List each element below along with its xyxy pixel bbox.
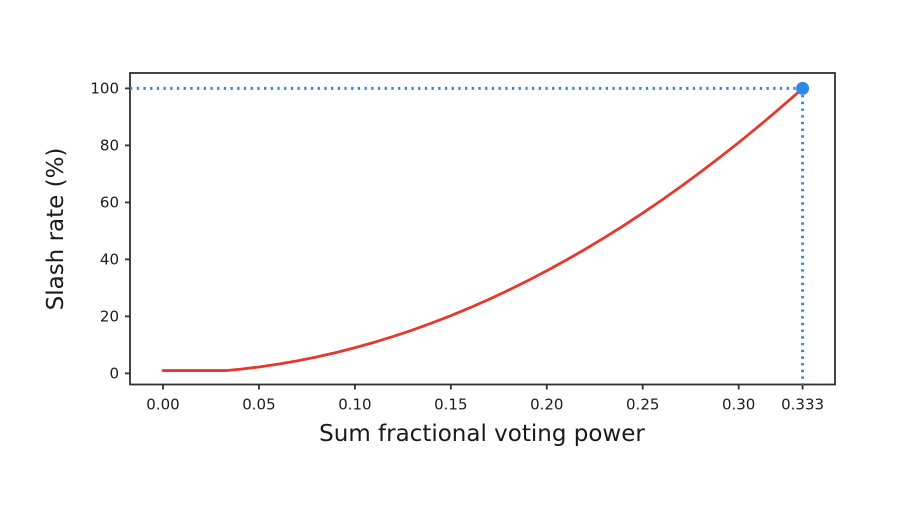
x-tick-label: 0.333 [781,396,824,414]
x-tick-label: 0.20 [530,396,563,414]
x-tick-label: 0.05 [242,396,275,414]
y-tick-label: 80 [100,136,119,154]
plot-area-border [129,72,836,386]
max-point-marker [796,81,810,95]
y-tick-label: 60 [100,193,119,211]
y-tick-label: 40 [100,250,119,268]
y-tick-label: 20 [100,307,119,325]
y-axis-label: Slash rate (%) [43,148,69,311]
x-axis-label: Sum fractional voting power [319,421,645,447]
slash-rate-curve [161,86,804,372]
y-tick-label: 100 [90,79,119,97]
x-tick-label: 0.10 [338,396,371,414]
x-tick-label: 0.25 [626,396,659,414]
x-tick-label: 0.30 [722,396,755,414]
x-tick-label: 0.15 [434,396,467,414]
x-tick-label: 0.00 [146,396,179,414]
plot-generated-layer: 0.00 0.05 0.10 0.15 0.20 0.25 0.30 0.333 0 20 40 60… [90,72,836,414]
y-tick-label: 0 [109,364,119,382]
